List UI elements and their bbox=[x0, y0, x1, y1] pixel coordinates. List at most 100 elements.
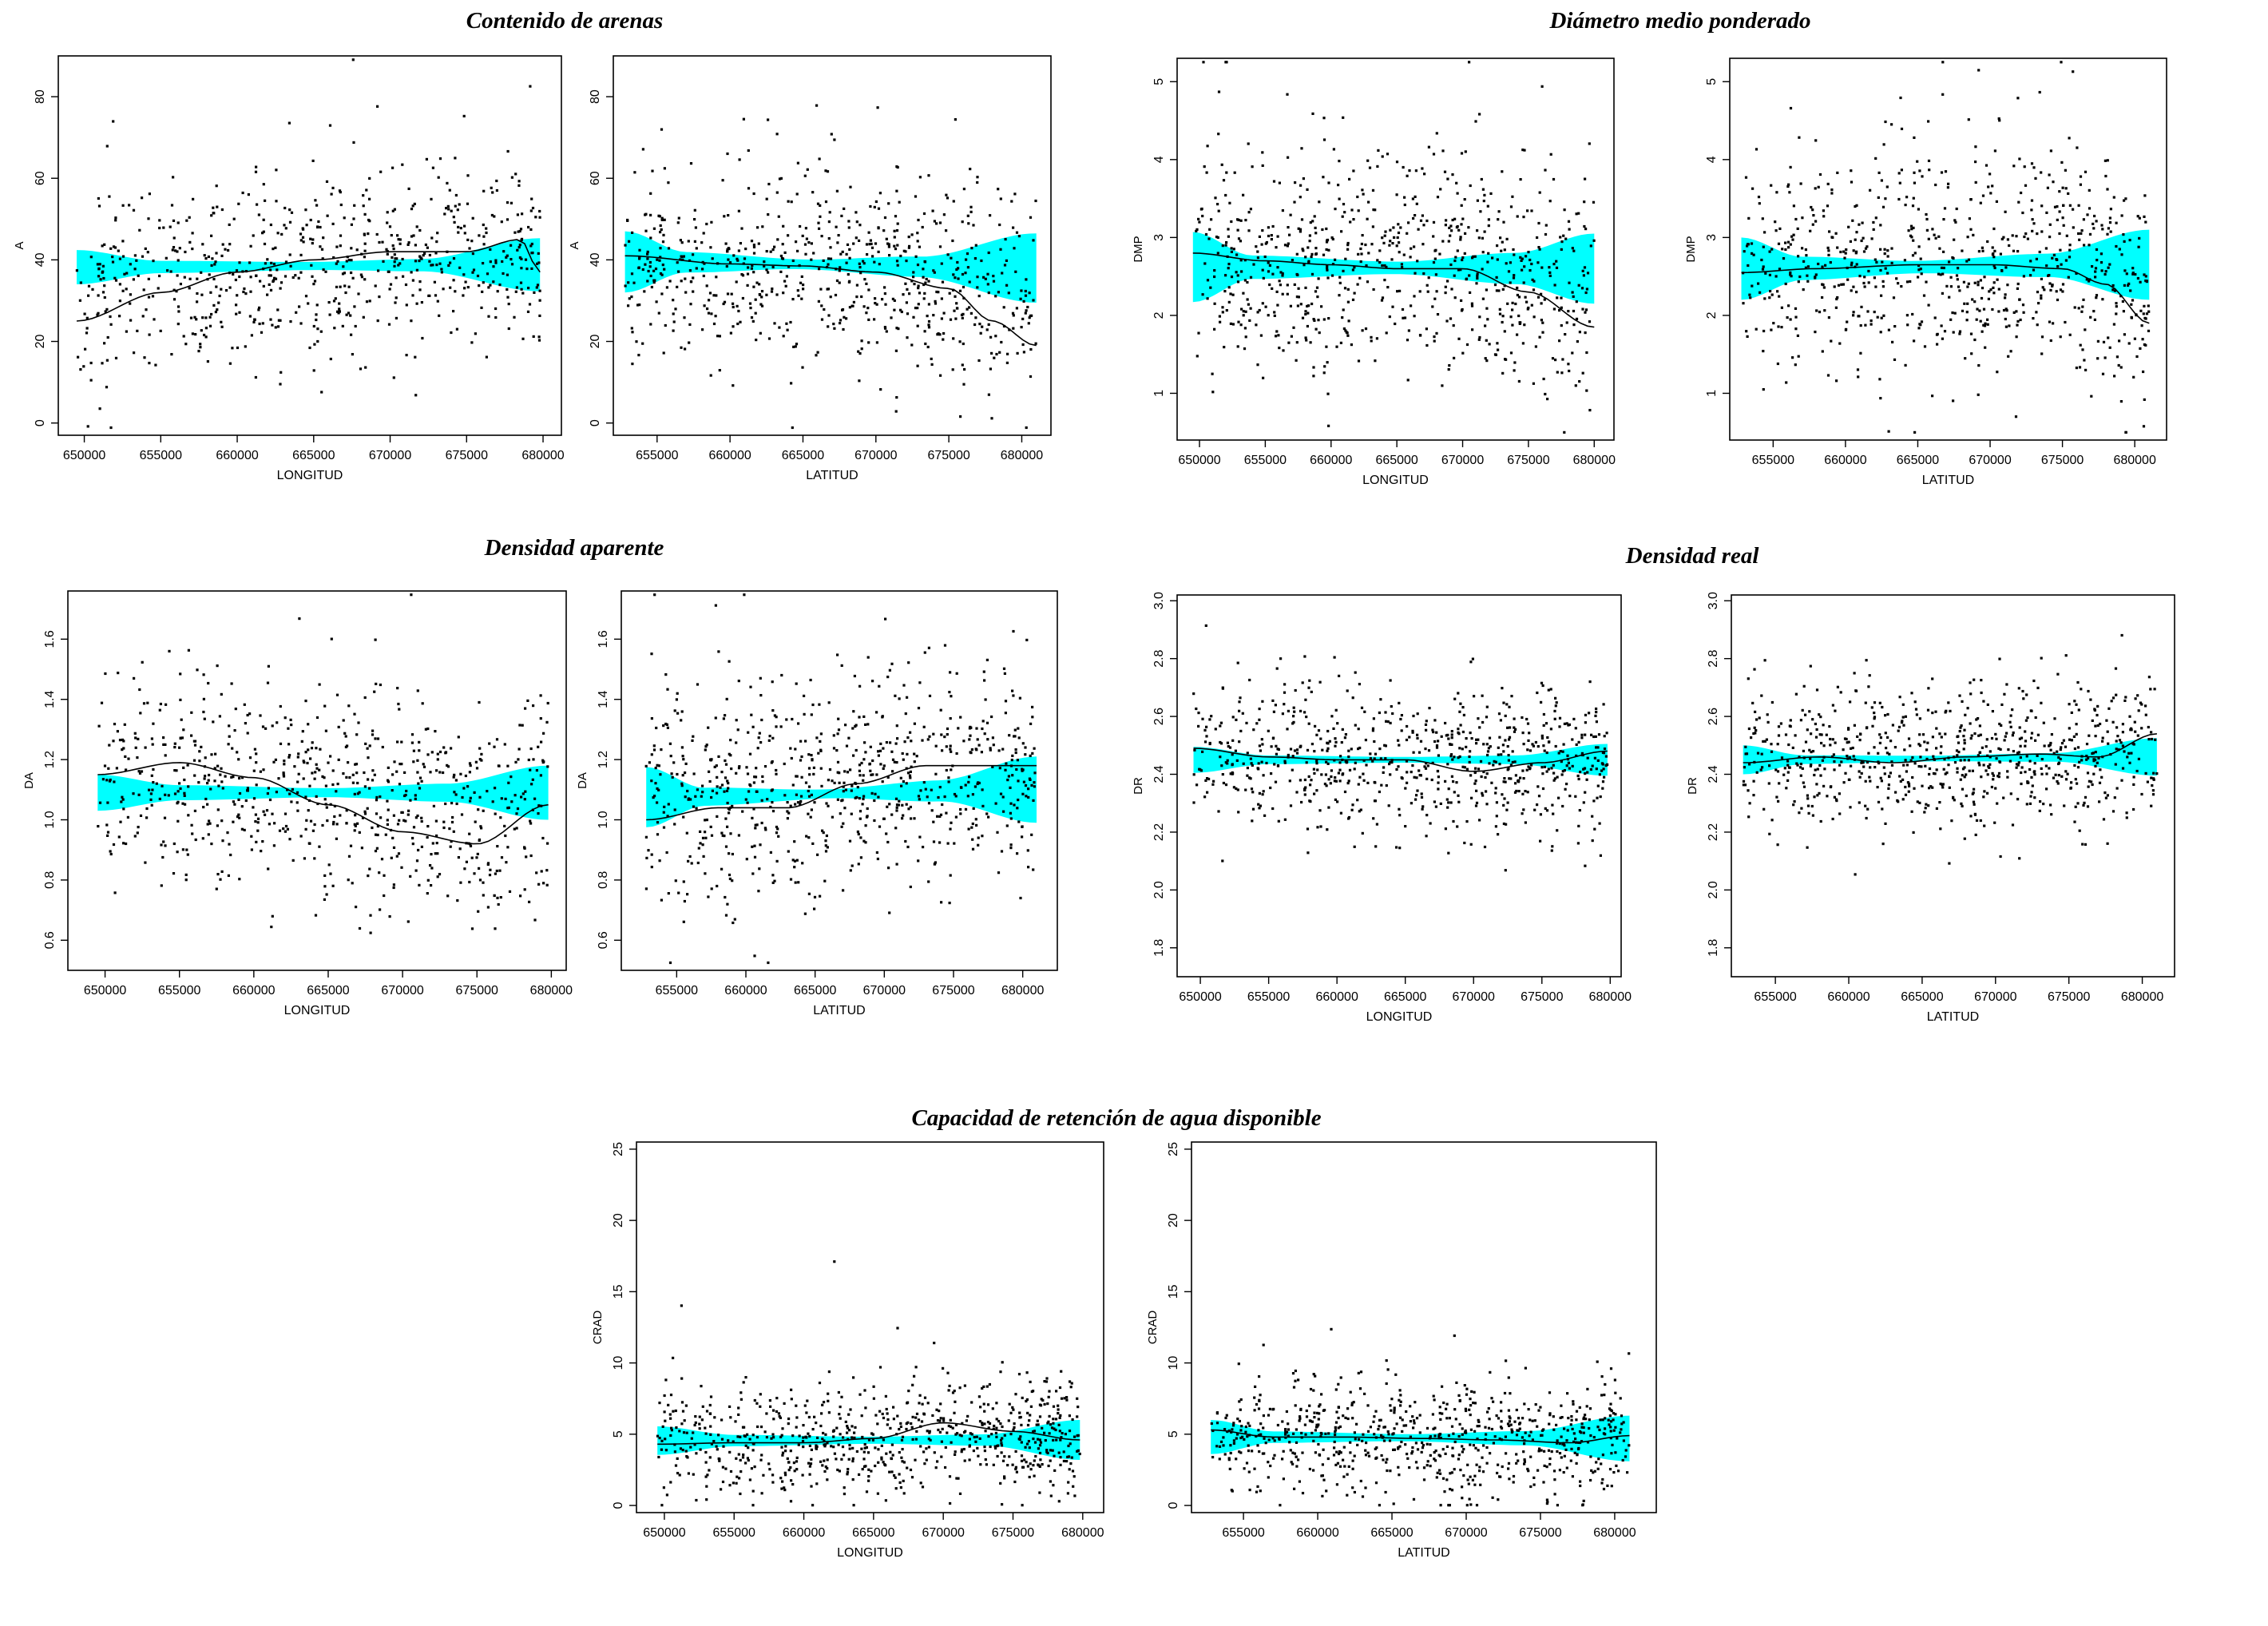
data-point bbox=[1478, 315, 1481, 319]
data-point bbox=[1862, 236, 1865, 240]
y-tick-label: 1 bbox=[1152, 390, 1166, 397]
data-point bbox=[261, 725, 265, 728]
data-point bbox=[1586, 272, 1590, 275]
y-tick-label: 0 bbox=[34, 419, 47, 426]
data-point bbox=[849, 768, 852, 771]
data-point bbox=[353, 829, 356, 832]
data-point bbox=[810, 713, 813, 716]
data-point bbox=[794, 345, 797, 348]
data-point bbox=[148, 788, 151, 791]
data-point bbox=[363, 249, 367, 252]
data-point bbox=[89, 256, 93, 259]
data-point bbox=[649, 192, 652, 195]
data-point bbox=[1983, 276, 1986, 279]
data-point bbox=[1917, 208, 1920, 211]
y-tick-label: 40 bbox=[34, 252, 47, 267]
data-point bbox=[427, 294, 430, 297]
data-point bbox=[724, 817, 728, 820]
data-point bbox=[175, 290, 178, 293]
data-point bbox=[1247, 211, 1251, 214]
data-point bbox=[1513, 369, 1516, 372]
data-point bbox=[1341, 316, 1344, 319]
data-point bbox=[410, 271, 413, 274]
data-point bbox=[1899, 96, 1902, 100]
data-point bbox=[1592, 799, 1596, 803]
data-point bbox=[840, 214, 843, 217]
data-point bbox=[1264, 242, 1267, 245]
data-point bbox=[248, 712, 252, 716]
data-point bbox=[693, 218, 696, 221]
data-point bbox=[724, 914, 728, 917]
data-point bbox=[410, 208, 414, 211]
data-point bbox=[1310, 302, 1314, 306]
data-point bbox=[728, 852, 731, 855]
data-point bbox=[931, 209, 934, 212]
data-point bbox=[896, 244, 899, 247]
data-point bbox=[301, 236, 305, 239]
data-point bbox=[1372, 208, 1375, 212]
data-point bbox=[705, 222, 708, 226]
data-point bbox=[385, 248, 388, 251]
data-point bbox=[1291, 259, 1294, 262]
data-point bbox=[418, 740, 421, 744]
data-point bbox=[521, 337, 525, 340]
data-point bbox=[1847, 225, 1850, 228]
data-point bbox=[108, 779, 112, 783]
x-tick-label: 655000 bbox=[1752, 454, 1794, 467]
data-point bbox=[819, 740, 822, 743]
data-point bbox=[1897, 197, 1901, 201]
data-point bbox=[1873, 311, 1876, 314]
plot-frame bbox=[621, 590, 1058, 971]
data-point bbox=[1415, 776, 1418, 779]
data-point bbox=[1295, 341, 1299, 344]
plot-frame bbox=[57, 55, 562, 436]
data-point bbox=[510, 244, 513, 247]
data-point bbox=[1913, 171, 1916, 174]
data-point bbox=[827, 220, 831, 224]
data-point bbox=[520, 795, 523, 799]
data-point bbox=[1911, 254, 1915, 257]
data-point bbox=[759, 331, 762, 335]
data-point bbox=[1247, 142, 1250, 145]
data-point bbox=[134, 736, 137, 740]
data-point bbox=[289, 264, 292, 268]
data-point bbox=[650, 285, 653, 289]
data-point bbox=[530, 197, 533, 200]
data-point bbox=[206, 803, 209, 806]
data-point bbox=[412, 760, 415, 763]
data-point bbox=[2118, 339, 2121, 343]
data-point bbox=[676, 712, 680, 715]
data-point bbox=[1581, 307, 1584, 311]
data-point bbox=[1031, 716, 1034, 719]
data-point bbox=[1744, 176, 1748, 179]
data-point bbox=[1778, 227, 1782, 230]
data-point bbox=[1201, 717, 1204, 720]
data-point bbox=[758, 867, 761, 871]
data-point bbox=[654, 782, 657, 785]
data-point bbox=[666, 815, 669, 818]
data-point bbox=[1255, 245, 1258, 248]
data-point bbox=[842, 327, 845, 331]
data-point bbox=[1391, 305, 1394, 308]
data-point bbox=[1485, 288, 1488, 291]
data-point bbox=[480, 752, 483, 755]
data-point bbox=[1838, 342, 1842, 345]
data-point bbox=[250, 835, 253, 838]
data-point bbox=[1270, 234, 1273, 237]
data-point bbox=[2128, 239, 2131, 242]
data-point bbox=[1325, 240, 1329, 244]
data-point bbox=[368, 787, 371, 790]
data-point bbox=[650, 717, 653, 720]
data-point bbox=[299, 253, 303, 256]
data-point bbox=[858, 797, 861, 800]
data-point bbox=[345, 809, 348, 812]
data-point bbox=[1486, 753, 1489, 757]
data-point bbox=[336, 310, 339, 313]
data-point bbox=[1364, 739, 1367, 742]
data-point bbox=[932, 840, 936, 843]
data-point bbox=[1897, 282, 1900, 285]
data-point bbox=[2047, 274, 2050, 277]
data-point bbox=[244, 799, 248, 803]
data-point bbox=[121, 289, 125, 292]
data-point bbox=[862, 262, 866, 265]
